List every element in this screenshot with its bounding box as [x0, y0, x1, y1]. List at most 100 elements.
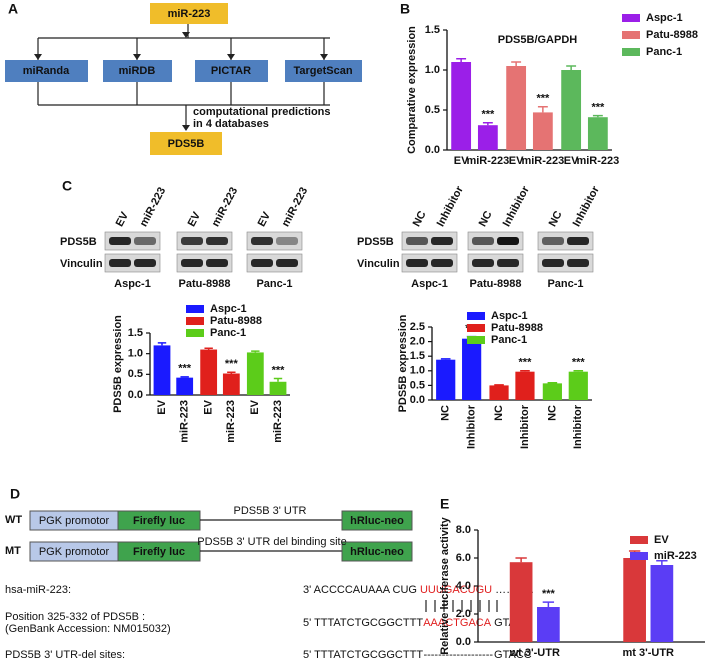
seq-part: 5' TTTATCTGCGGCTTT: [303, 617, 423, 629]
target-label: PDS5B: [168, 138, 205, 150]
x-tick-label: miR-223: [225, 400, 237, 443]
y-tick-label: 1.5: [128, 327, 143, 339]
blot-band: [406, 237, 428, 245]
legend-label: Aspc-1: [491, 310, 528, 322]
blot-band: [276, 259, 298, 267]
bar: [506, 66, 527, 150]
blot-band: [497, 237, 519, 245]
sequence: 5' TTTATCTGCGGCTTT-------------------GTA…: [303, 649, 532, 660]
cell-label: Aspc-1: [114, 278, 151, 290]
blot-band: [251, 237, 273, 245]
target-box: [150, 132, 222, 155]
bar: [222, 373, 240, 395]
x-tick-label: NC: [493, 405, 505, 421]
y-tick-label: 8.0: [456, 524, 471, 536]
bar: [587, 117, 608, 150]
bar-chart: PDS5B expression 0.0 0.5 1.0 1.5 EV *** miR-223…: [112, 303, 290, 443]
seq-part: GTACC: [494, 649, 532, 660]
blot-band: [567, 237, 589, 245]
note: in 4 databases: [193, 118, 269, 130]
flowchart: miR-223 miRanda miRDB PICTAR TargetScan …: [5, 3, 362, 155]
seq-part: -------------------: [423, 649, 493, 660]
blot-strip: [467, 231, 524, 251]
blot-band: [206, 259, 228, 267]
legend-swatch: [622, 31, 640, 39]
blot-band: [406, 259, 428, 267]
bar: [568, 371, 588, 400]
error-bar: [494, 384, 504, 386]
blot-strip: [401, 231, 458, 251]
blot-row-label: Vinculin: [357, 258, 400, 270]
legend-label: Panc-1: [646, 46, 682, 58]
seq-part: 3' ACCCCAUAAA CUG: [303, 584, 417, 596]
legend-swatch: [186, 305, 204, 313]
y-tick-label: 2.0: [456, 608, 471, 620]
panel-label: E: [440, 496, 449, 512]
error-bar: [547, 382, 558, 384]
significance: ***: [572, 357, 586, 369]
legend-swatch: [622, 48, 640, 56]
error-bar: [537, 106, 548, 113]
pairing-bars: [425, 600, 498, 612]
legend-swatch: [186, 329, 204, 337]
legend-label: Aspc-1: [210, 303, 247, 315]
blot-band: [206, 237, 228, 245]
neo-label: hRluc-neo: [350, 515, 404, 527]
bar: [436, 359, 456, 400]
blot-band: [109, 237, 131, 245]
x-tick-label: NC: [546, 405, 558, 421]
blot-band: [567, 259, 589, 267]
bar: [269, 381, 287, 395]
blot-band: [251, 259, 273, 267]
mirna-box: [150, 3, 228, 24]
bar: [532, 112, 553, 150]
blot-band: [431, 237, 453, 245]
luc-label: Firefly luc: [133, 515, 185, 527]
blot-band: [276, 237, 298, 245]
legend-swatch: [630, 536, 648, 544]
connector: [37, 24, 330, 128]
panel-label: D: [10, 486, 20, 502]
construct-label: MT: [5, 545, 21, 557]
seq-label: hsa-miR-223:: [5, 584, 71, 596]
legend-label: Patu-8988: [210, 315, 262, 327]
constructs: WT PGK promotor Firefly luc PDS5B 3' UTR…: [5, 505, 413, 562]
y-tick-label: 0.0: [410, 394, 425, 406]
x-tick-label: miR-223: [521, 155, 564, 167]
promoter-label: PGK promotor: [39, 515, 110, 527]
x-tick-label: miR-223: [272, 400, 284, 443]
blot-row-label: PDS5B: [60, 236, 97, 248]
seq-part: 5' TTTATCTGCGGCTTT: [303, 649, 423, 660]
y-tick-label: 6.0: [456, 552, 471, 564]
bar: [200, 349, 218, 395]
y-tick-label: 0.0: [128, 389, 143, 401]
significance: ***: [272, 364, 286, 376]
blot-strip: [467, 253, 524, 273]
x-tick-label: EV: [249, 399, 261, 414]
x-tick-label: Inhibitor: [519, 404, 531, 449]
significance: ***: [225, 358, 239, 370]
database-label: miRanda: [23, 65, 70, 77]
x-tick-label: miR-223: [466, 155, 509, 167]
significance: ***: [519, 357, 533, 369]
blot-row-label: Vinculin: [60, 258, 103, 270]
database-box: [5, 60, 88, 82]
blot-strip: [176, 253, 233, 273]
panel-label: C: [62, 178, 72, 194]
bar: [509, 562, 533, 642]
y-tick-label: 4.0: [456, 580, 471, 592]
blot-band: [109, 259, 131, 267]
x-tick-label: miR-223: [179, 400, 191, 443]
error-bar: [204, 347, 213, 350]
x-tick-label: EV: [509, 155, 524, 167]
error-bar: [251, 350, 260, 353]
neo-box: [341, 541, 413, 562]
y-tick-label: 0.0: [425, 144, 440, 156]
y-tick-label: 0.5: [425, 104, 440, 116]
error-bar: [566, 65, 577, 70]
bar: [462, 338, 482, 400]
database-label: miRDB: [119, 65, 156, 77]
legend-swatch: [467, 324, 485, 332]
legend-swatch: [622, 14, 640, 22]
